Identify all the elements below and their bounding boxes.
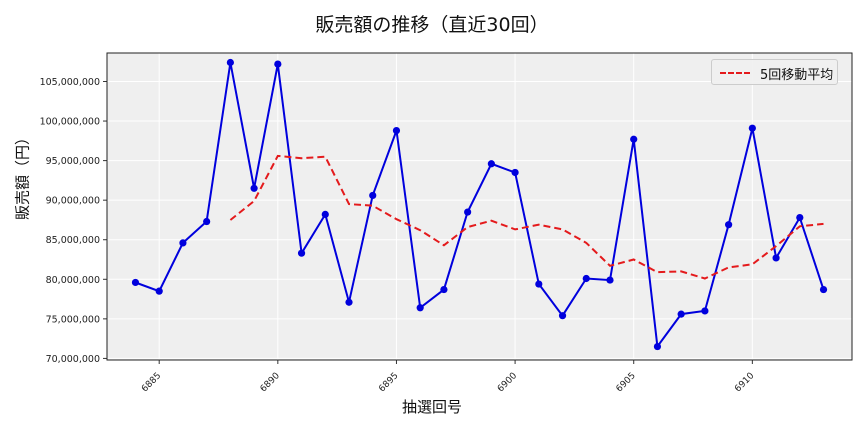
x-tick-label: 6905 (615, 371, 638, 394)
y-tick-label: 90,000,000 (46, 196, 100, 207)
x-axis-label: 抽選回号 (401, 398, 462, 416)
plot-background (107, 53, 852, 360)
data-point (155, 287, 163, 295)
data-point (677, 310, 685, 318)
x-tick-label: 6910 (733, 371, 756, 394)
moving-average-line (229, 154, 824, 280)
x-tick-label: 6895 (377, 371, 400, 394)
data-point (772, 254, 780, 262)
data-point (440, 285, 448, 294)
data-point (226, 58, 234, 67)
data-point (653, 342, 662, 351)
data-point (630, 135, 638, 143)
y-tick-label: 85,000,000 (46, 235, 100, 246)
data-point (748, 124, 756, 132)
data-point (416, 304, 424, 312)
data-point (297, 249, 306, 257)
y-tick-label: 80,000,000 (46, 275, 100, 286)
legend-label: 5回移動平均 (760, 68, 834, 83)
data-point (796, 213, 804, 222)
data-point (511, 168, 519, 177)
data-point (392, 126, 401, 135)
data-point (701, 307, 709, 315)
y-tick-label: 95,000,000 (46, 156, 100, 167)
data-point (274, 60, 282, 68)
data-point (321, 210, 329, 219)
data-point (725, 221, 733, 229)
dashed-line-icon (720, 72, 750, 74)
y-tick-label: 105,000,000 (40, 77, 100, 88)
y-tick-label: 75,000,000 (46, 314, 100, 325)
data-point (819, 285, 828, 294)
data-point (464, 208, 472, 216)
data-point (203, 217, 211, 226)
data-point (345, 298, 353, 306)
plot-frame (106, 52, 853, 361)
data-point (582, 274, 590, 283)
chart-title: 販売額の推移（直近30回） (315, 14, 549, 36)
data-point (131, 278, 140, 287)
data-point (487, 160, 495, 168)
x-tick-label: 6885 (140, 371, 163, 394)
data-point (606, 276, 614, 284)
data-point (250, 184, 258, 192)
data-point (179, 239, 187, 247)
legend: 5回移動平均 (711, 59, 838, 85)
x-tick-label: 6890 (259, 371, 282, 394)
y-tick-label: 70,000,000 (46, 354, 100, 365)
data-point (369, 191, 377, 200)
x-tick-label: 6900 (496, 371, 519, 394)
data-point (535, 280, 543, 288)
y-tick-label: 100,000,000 (40, 117, 100, 128)
sales-line (135, 62, 825, 350)
data-point (558, 312, 567, 320)
